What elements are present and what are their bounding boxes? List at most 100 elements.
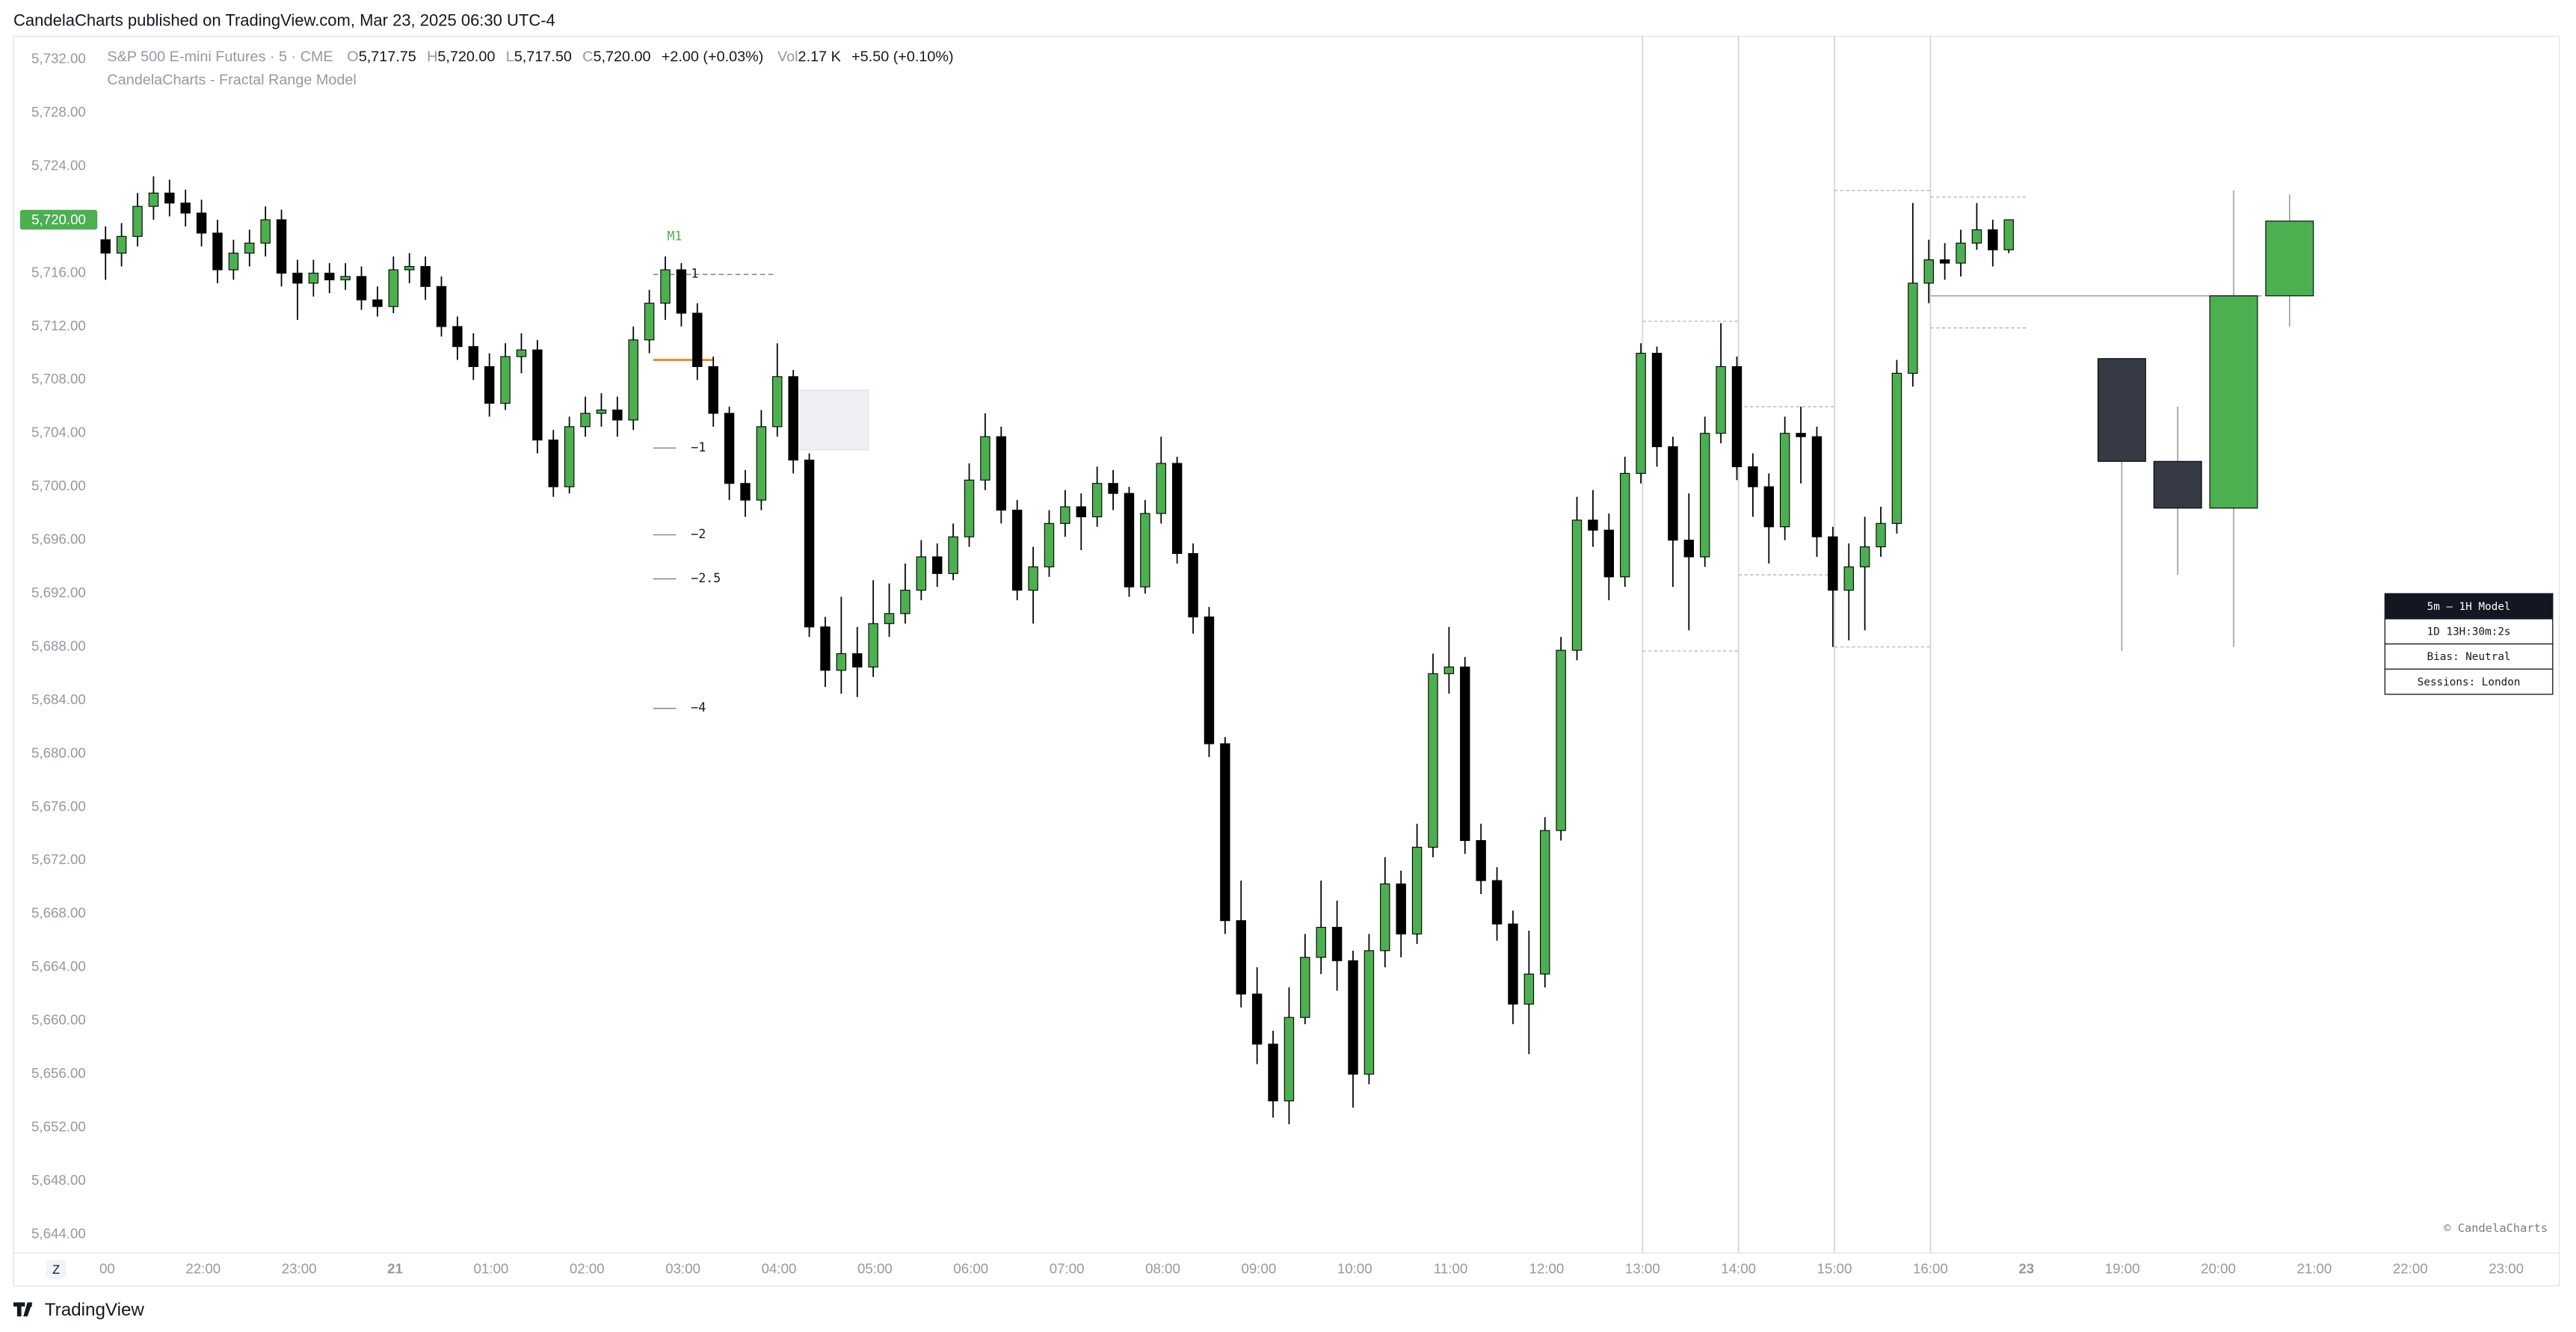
table-text: Bias: Neutral [2427, 651, 2511, 663]
candle-body [916, 556, 927, 591]
candle-body [324, 272, 335, 280]
o-label: O [347, 49, 358, 65]
candle-body [564, 426, 575, 487]
candle-body [740, 483, 751, 501]
vol-change: +5.50 (+0.10%) [851, 49, 953, 65]
candle-body [580, 413, 591, 428]
candle-body [1876, 522, 1886, 548]
indicator-name: CandelaCharts - Fractal Range Model [107, 72, 356, 88]
x-tick-label: 15:00 [1817, 1260, 1852, 1276]
candle-body [708, 366, 718, 414]
candle-body [1331, 927, 1343, 961]
chart-frame [13, 35, 2560, 1287]
candle-body [372, 299, 383, 307]
z-button-label: Z [52, 1263, 60, 1277]
candle-body [100, 239, 111, 254]
candle-body [1076, 506, 1087, 517]
candle-body [1236, 920, 1246, 995]
candle-body [420, 265, 431, 287]
candle-body [1044, 522, 1055, 567]
candle-body [1171, 463, 1183, 555]
candle-body [1188, 552, 1198, 617]
candle-body [1300, 957, 1310, 1018]
candle-body [164, 192, 175, 204]
y-tick-label: 5,668.00 [31, 905, 86, 921]
candle-body [1443, 666, 1455, 674]
candle-body [1796, 433, 1806, 437]
level-label: −2.5 [691, 571, 721, 585]
candle-body [1523, 973, 1535, 1005]
candle-body [1668, 446, 1678, 541]
candle-body [1636, 353, 1646, 474]
x-tick-label: 13:00 [1625, 1260, 1660, 1276]
candle-body [148, 192, 159, 207]
candle-body [788, 376, 798, 461]
candle-body [676, 269, 687, 314]
candle-body [292, 272, 303, 284]
change: +2.00 (+0.03%) [662, 49, 763, 65]
candle-body [1251, 993, 1263, 1045]
candle-body [628, 339, 638, 421]
candle-body [692, 312, 703, 368]
y-tick-label: 5,684.00 [31, 691, 86, 707]
candle-body [1588, 519, 1598, 531]
candle-body [1843, 566, 1854, 591]
candle-body [1348, 960, 1358, 1075]
candle-body [1268, 1043, 1278, 1102]
table-cell [2384, 668, 2554, 695]
candle-body [1108, 483, 1118, 494]
last-price-tag [19, 209, 98, 230]
candle-body [756, 426, 767, 501]
x-tick-label: 16:00 [1913, 1260, 1948, 1276]
z-button[interactable] [46, 1259, 67, 1280]
candle-body [132, 206, 143, 237]
table-cell [2384, 618, 2554, 645]
level-label: 1 [691, 267, 698, 281]
candle-body [1428, 673, 1438, 848]
candle-body [404, 265, 415, 271]
x-tick-label: 22:00 [185, 1260, 221, 1276]
candle-body [932, 556, 943, 574]
last-price-label: 5,720.00 [31, 212, 86, 227]
candle-body [1923, 259, 1934, 284]
y-tick-label: 5,696.00 [31, 531, 86, 547]
table-text: 1D 13H:30m:2s [2427, 626, 2511, 638]
candle-body [452, 326, 463, 348]
candle-body [660, 269, 671, 304]
candle-body [180, 203, 191, 214]
x-tick-label: 05:00 [857, 1260, 893, 1276]
legend: S&P 500 E-mini Futures · 5 · CME O5,717.… [107, 49, 953, 65]
plot: 5,644.00 5,648.00 5,652.00 5,656.00 5,660.00… [19, 36, 2554, 1280]
candle-body [772, 376, 783, 428]
y-tick-label: 5,728.00 [31, 104, 86, 120]
candle-body [612, 409, 623, 421]
candle-body [244, 242, 255, 254]
symbol: S&P 500 E-mini Futures · 5 · CME [107, 49, 333, 65]
y-tick-label: 5,648.00 [31, 1172, 86, 1188]
candle-body [1699, 433, 1710, 558]
candle-body [1956, 242, 1966, 264]
candle-body [1364, 950, 1375, 1075]
candle-body [308, 272, 319, 284]
y-tick-label: 5,644.00 [31, 1225, 86, 1241]
y-tick-label: 5,660.00 [31, 1012, 86, 1028]
candle-body [820, 626, 831, 671]
x-tick-label: 10:00 [1337, 1260, 1372, 1276]
candle-body [724, 413, 735, 484]
candle-body [1124, 493, 1135, 588]
x-tick-label: 04:00 [762, 1260, 797, 1276]
candle-body [1476, 839, 1486, 881]
candle-body [836, 653, 847, 671]
candle-body [1028, 566, 1038, 591]
x-tick-label: 09:00 [1241, 1260, 1276, 1276]
vol-label: Vol [777, 49, 798, 65]
candle-body [1748, 466, 1758, 487]
x-tick-label: 01:00 [473, 1260, 508, 1276]
o-value: 5,717.75 [359, 49, 416, 65]
candle-body [1939, 259, 1950, 264]
x-tick-label: 20:00 [2201, 1260, 2236, 1276]
candle-body [1156, 463, 1166, 514]
y-tick-label: 5,708.00 [31, 371, 86, 386]
x-tick-label: 07:00 [1050, 1260, 1085, 1276]
